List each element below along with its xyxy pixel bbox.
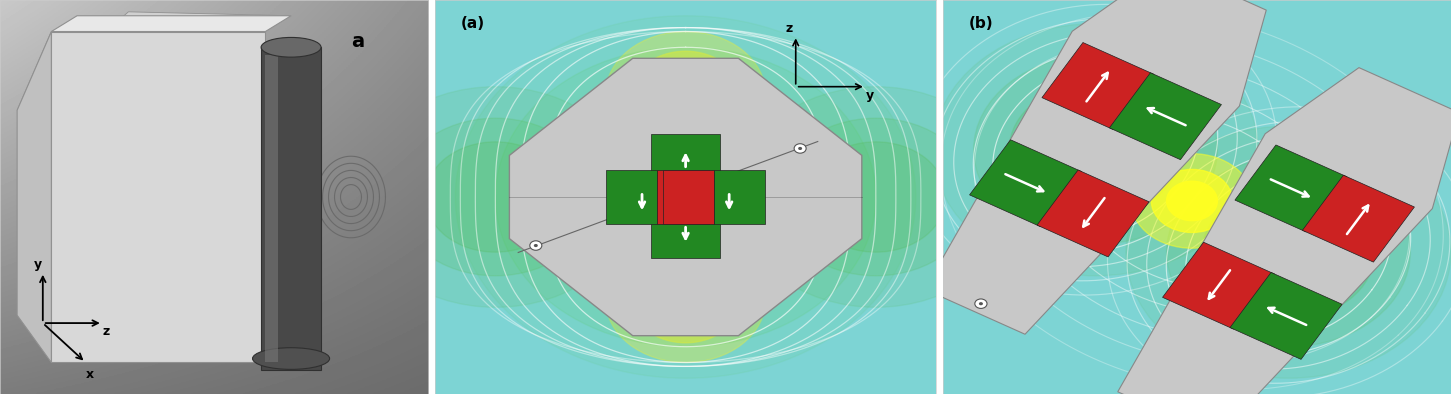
- Circle shape: [1029, 98, 1161, 201]
- Circle shape: [933, 24, 1258, 276]
- Text: y: y: [35, 258, 42, 271]
- Polygon shape: [1042, 43, 1154, 130]
- Polygon shape: [1303, 175, 1415, 262]
- Polygon shape: [924, 0, 1267, 334]
- Polygon shape: [1037, 170, 1149, 257]
- Circle shape: [1126, 126, 1451, 378]
- Ellipse shape: [252, 348, 329, 370]
- Circle shape: [631, 51, 740, 138]
- Polygon shape: [17, 12, 292, 110]
- Circle shape: [736, 87, 1016, 307]
- Circle shape: [456, 16, 916, 378]
- Circle shape: [1222, 201, 1355, 303]
- Circle shape: [1258, 229, 1319, 276]
- Circle shape: [650, 67, 721, 122]
- Bar: [651, 181, 720, 219]
- Circle shape: [1167, 158, 1410, 347]
- Text: z: z: [103, 325, 110, 338]
- Circle shape: [605, 32, 766, 158]
- Text: x: x: [86, 368, 94, 381]
- Bar: [607, 170, 657, 224]
- Circle shape: [1152, 169, 1232, 232]
- Text: (a): (a): [460, 16, 485, 31]
- Polygon shape: [1162, 242, 1274, 329]
- Circle shape: [534, 244, 538, 247]
- Circle shape: [1008, 83, 1181, 217]
- Bar: [657, 170, 708, 224]
- Circle shape: [1049, 114, 1140, 185]
- Bar: [714, 170, 765, 224]
- Circle shape: [1242, 217, 1335, 288]
- Polygon shape: [1230, 272, 1342, 359]
- Text: y: y: [866, 89, 874, 102]
- Bar: [651, 175, 720, 215]
- Ellipse shape: [261, 37, 321, 57]
- Circle shape: [355, 87, 636, 307]
- Bar: [651, 134, 720, 175]
- Circle shape: [974, 55, 1217, 244]
- Circle shape: [1203, 185, 1376, 319]
- Circle shape: [1065, 126, 1126, 173]
- Bar: [651, 219, 720, 258]
- Circle shape: [1167, 181, 1217, 221]
- Polygon shape: [51, 16, 292, 32]
- Circle shape: [650, 272, 721, 327]
- Bar: [650, 175, 721, 219]
- Circle shape: [605, 236, 766, 362]
- Circle shape: [1132, 154, 1254, 248]
- Circle shape: [975, 299, 987, 309]
- Polygon shape: [1117, 68, 1451, 394]
- Circle shape: [395, 118, 595, 276]
- Polygon shape: [266, 55, 279, 362]
- Circle shape: [794, 144, 807, 153]
- Circle shape: [979, 302, 982, 305]
- Polygon shape: [969, 140, 1081, 227]
- Text: (b): (b): [969, 16, 992, 31]
- Bar: [663, 170, 714, 224]
- Polygon shape: [1110, 73, 1222, 160]
- Circle shape: [495, 47, 876, 347]
- Circle shape: [535, 79, 836, 315]
- Circle shape: [631, 256, 740, 343]
- Circle shape: [805, 142, 946, 252]
- Circle shape: [425, 142, 566, 252]
- Polygon shape: [17, 32, 51, 362]
- Polygon shape: [1235, 145, 1347, 232]
- Text: z: z: [786, 22, 792, 35]
- Polygon shape: [51, 32, 266, 362]
- Polygon shape: [509, 58, 862, 336]
- Polygon shape: [261, 47, 321, 370]
- Circle shape: [798, 147, 802, 150]
- Circle shape: [776, 118, 977, 276]
- Circle shape: [530, 241, 541, 250]
- Text: a: a: [351, 32, 364, 51]
